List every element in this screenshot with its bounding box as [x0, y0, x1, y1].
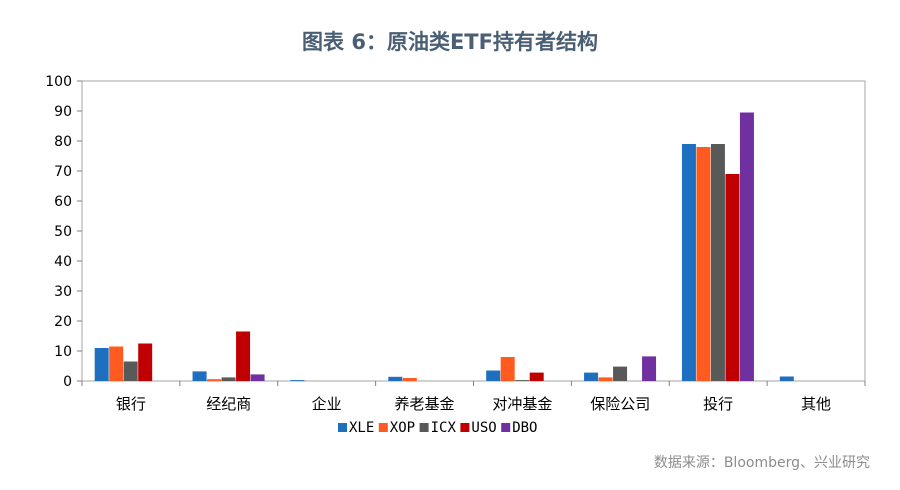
- y-tick-label: 60: [54, 194, 72, 210]
- bar-xle: [779, 376, 794, 381]
- y-tick-label: 70: [54, 164, 72, 180]
- bar-xop: [109, 346, 124, 381]
- legend-swatch-uso: [460, 423, 470, 432]
- y-tick-label: 50: [54, 224, 72, 240]
- bar-icx: [515, 380, 530, 381]
- bar-xle: [192, 371, 207, 381]
- y-tick-label: 10: [54, 344, 72, 360]
- bar-dbo: [642, 356, 657, 381]
- y-tick-label: 30: [54, 284, 72, 300]
- x-category-label: 企业: [312, 395, 342, 413]
- legend-label-xop: XOP: [390, 420, 415, 436]
- bar-xle: [681, 144, 696, 381]
- legend-swatch-dbo: [501, 423, 511, 432]
- legend-label-uso: USO: [471, 420, 496, 436]
- bar-uso: [529, 372, 544, 381]
- y-tick-label: 0: [63, 374, 72, 390]
- x-category-label: 保险公司: [590, 395, 650, 413]
- bar-icx: [123, 361, 138, 381]
- legend-swatch-icx: [419, 423, 429, 432]
- bar-dbo: [250, 374, 265, 381]
- bar-xop: [207, 379, 222, 381]
- x-category-label: 银行: [116, 395, 146, 413]
- y-tick-label: 20: [54, 314, 72, 330]
- x-category-label: 对冲基金: [492, 395, 552, 413]
- y-tick-label: 100: [45, 74, 72, 90]
- bar-xle: [584, 372, 599, 381]
- bar-xle: [388, 376, 403, 381]
- bar-xle: [94, 348, 109, 381]
- x-category-label: 投行: [703, 395, 733, 413]
- bar-xle: [290, 380, 305, 381]
- bar-icx: [710, 144, 725, 381]
- legend-swatch-xle: [338, 423, 347, 432]
- bar-uso: [725, 174, 740, 381]
- legend-label-icx: ICX: [431, 420, 457, 436]
- bar-xop: [500, 357, 515, 381]
- x-category-label: 养老基金: [395, 395, 455, 413]
- bar-dbo: [739, 112, 754, 381]
- x-category-label: 其他: [801, 395, 831, 413]
- y-tick-label: 80: [54, 134, 72, 150]
- bar-xop: [696, 147, 711, 381]
- legend-swatch-xop: [378, 423, 388, 432]
- bar-xle: [486, 370, 501, 381]
- y-tick-label: 40: [54, 254, 72, 270]
- source-note: 数据来源：Bloomberg、兴业研究: [653, 455, 870, 471]
- bar-uso: [236, 331, 251, 381]
- chart-title: 图表 6：原油类ETF持有者结构: [302, 30, 598, 54]
- x-category-label: 经纪商: [206, 395, 251, 413]
- bar-xop: [402, 378, 417, 381]
- bar-icx: [613, 366, 628, 381]
- bar-uso: [138, 343, 153, 381]
- y-tick-label: 90: [54, 104, 72, 120]
- legend-label-dbo: DBO: [512, 420, 537, 436]
- legend-label-xle: XLE: [349, 420, 374, 436]
- bar-icx: [221, 377, 236, 381]
- bar-xop: [598, 377, 613, 381]
